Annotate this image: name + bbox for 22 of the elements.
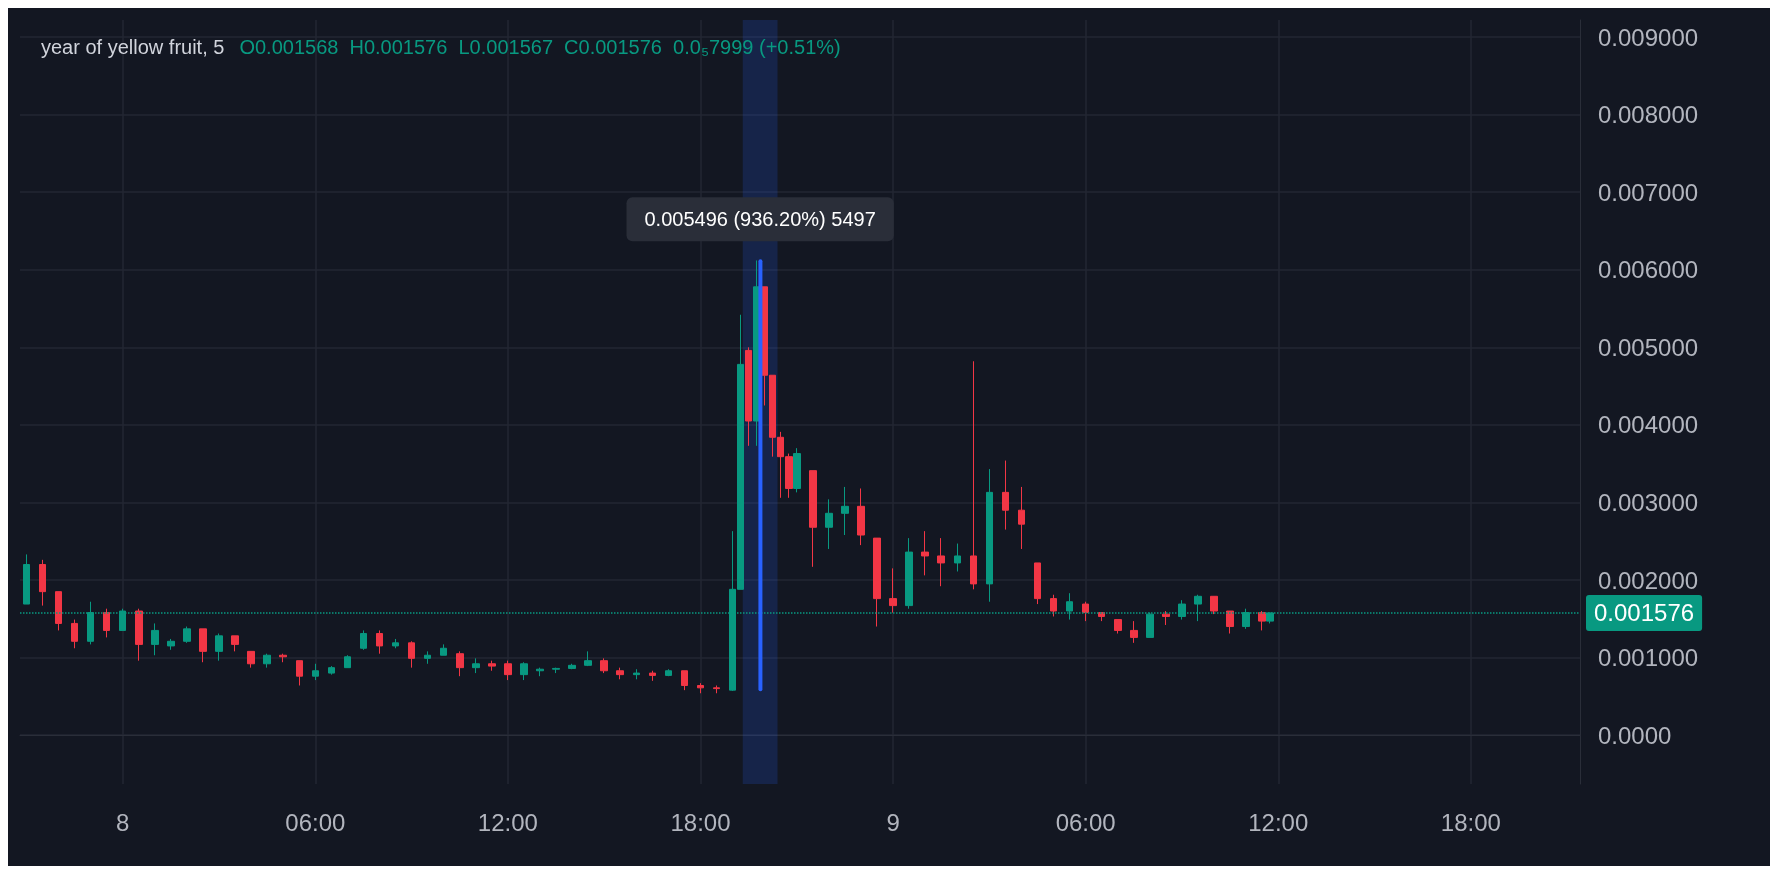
band-label: 0.005496 (936.20%) 5497 xyxy=(644,208,876,231)
x-tick-label: 18:00 xyxy=(1440,808,1501,836)
y-tick-label: 0.006000 xyxy=(1598,256,1699,284)
y-tick-label: 0.004000 xyxy=(1598,411,1699,439)
y-tick-label: 0.005000 xyxy=(1598,333,1699,361)
text: year of yellow fruit, 5 xyxy=(41,36,225,58)
x-tick-label: 12:00 xyxy=(477,808,538,836)
x-tick-label: 18:00 xyxy=(670,808,731,836)
x-tick-label: 9 xyxy=(886,808,900,836)
y-tick-label: 0.0000 xyxy=(1598,721,1672,749)
x-tick-label: 8 xyxy=(116,808,130,836)
x-tick-label: 06:00 xyxy=(1055,808,1116,836)
x-tick-label: 06:00 xyxy=(285,808,346,836)
y-tick-label: 0.002000 xyxy=(1598,566,1699,594)
y-tick-label: 0.003000 xyxy=(1598,488,1699,516)
ref-line-label: 0.001576 xyxy=(1594,599,1695,627)
y-tick-label: 0.009000 xyxy=(1598,23,1699,51)
y-tick-label: 0.008000 xyxy=(1598,101,1699,129)
x-tick-label: 12:00 xyxy=(1248,808,1309,836)
y-tick-label: 0.001000 xyxy=(1598,644,1699,672)
y-tick-label: 0.007000 xyxy=(1598,178,1699,206)
text: O0.001568 H0.001576 L0.001567 C0.001576 0.0₅7999 (+0.51%) xyxy=(239,36,841,58)
